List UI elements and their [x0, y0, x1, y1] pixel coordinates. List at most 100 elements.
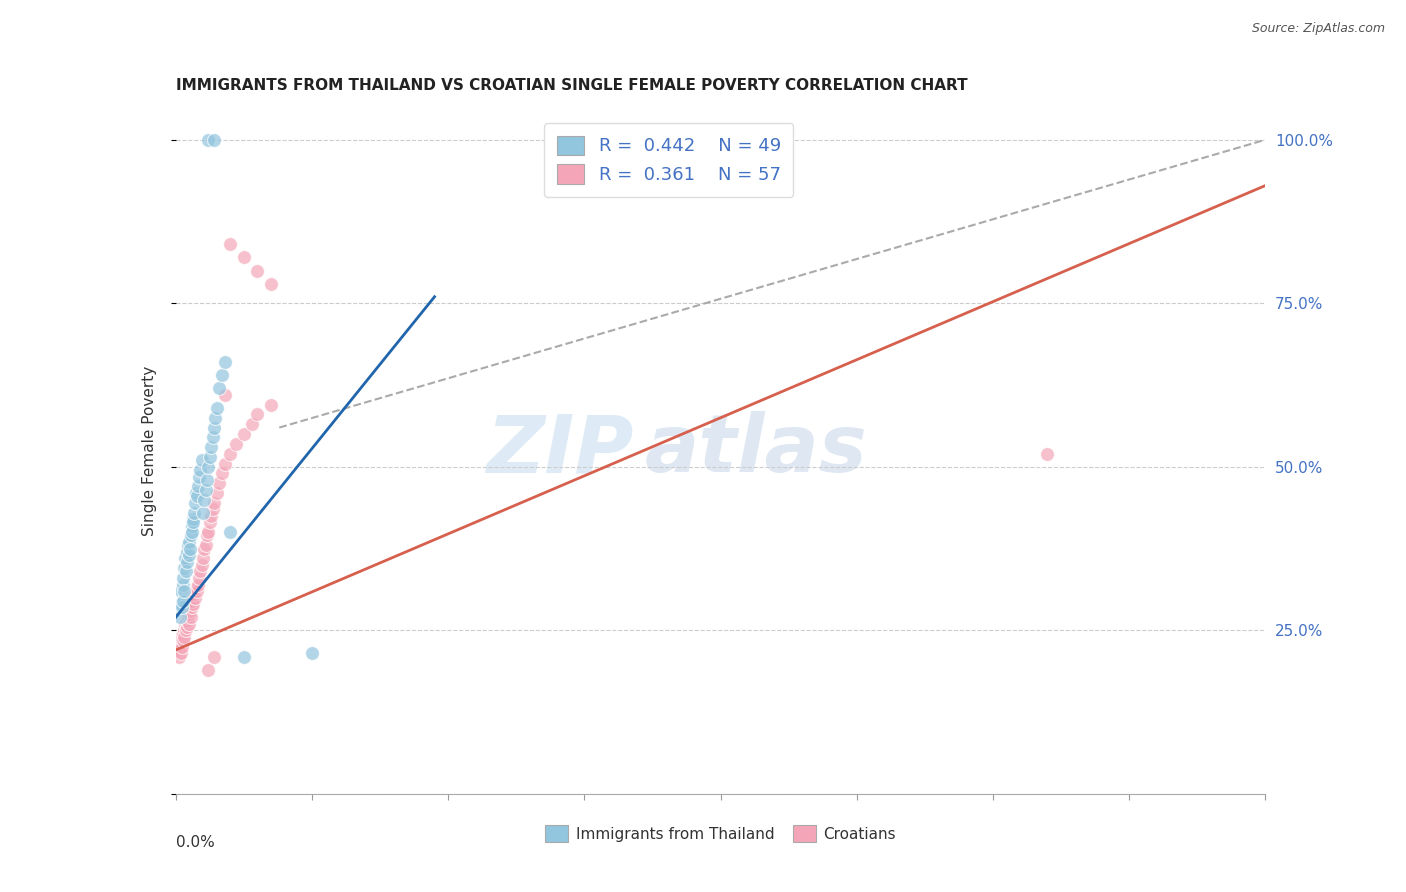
- Point: [177, 610, 200, 624]
- Point: [195, 528, 218, 542]
- Point: [176, 555, 198, 569]
- Point: [205, 486, 228, 500]
- Point: [186, 486, 208, 500]
- Point: [174, 565, 197, 579]
- Point: [184, 591, 207, 605]
- Point: [179, 541, 201, 556]
- Point: [176, 614, 198, 628]
- Point: [173, 624, 195, 638]
- Point: [180, 518, 202, 533]
- Point: [197, 663, 219, 677]
- Point: [193, 541, 215, 556]
- Point: [183, 587, 205, 601]
- Text: ZIP: ZIP: [486, 411, 633, 490]
- Point: [172, 577, 194, 591]
- Point: [1036, 447, 1059, 461]
- Point: [205, 401, 228, 415]
- Point: [260, 277, 283, 291]
- Point: [173, 561, 195, 575]
- Point: [186, 577, 209, 591]
- Point: [180, 600, 202, 615]
- Point: [181, 525, 204, 540]
- Point: [202, 496, 225, 510]
- Point: [194, 538, 217, 552]
- Point: [188, 463, 211, 477]
- Point: [169, 646, 191, 660]
- Point: [208, 476, 231, 491]
- Point: [246, 263, 269, 277]
- Point: [181, 512, 204, 526]
- Point: [177, 548, 200, 562]
- Point: [170, 584, 193, 599]
- Point: [179, 607, 201, 621]
- Point: [197, 133, 219, 147]
- Point: [186, 584, 208, 599]
- Point: [197, 525, 219, 540]
- Point: [198, 450, 221, 464]
- Point: [214, 457, 236, 471]
- Point: [187, 571, 209, 585]
- Legend: Immigrants from Thailand, Croatians: Immigrants from Thailand, Croatians: [538, 819, 903, 848]
- Point: [232, 649, 254, 664]
- Point: [214, 388, 236, 402]
- Point: [202, 649, 225, 664]
- Point: [180, 610, 202, 624]
- Point: [232, 427, 254, 442]
- Point: [174, 616, 197, 631]
- Text: IMMIGRANTS FROM THAILAND VS CROATIAN SINGLE FEMALE POVERTY CORRELATION CHART: IMMIGRANTS FROM THAILAND VS CROATIAN SIN…: [176, 78, 967, 94]
- Point: [183, 506, 205, 520]
- Point: [172, 626, 194, 640]
- Point: [172, 633, 194, 648]
- Point: [181, 594, 204, 608]
- Point: [173, 630, 195, 644]
- Point: [183, 597, 205, 611]
- Point: [200, 440, 222, 454]
- Point: [190, 453, 212, 467]
- Point: [197, 459, 219, 474]
- Point: [225, 437, 247, 451]
- Point: [167, 643, 190, 657]
- Point: [179, 604, 201, 618]
- Point: [246, 408, 269, 422]
- Text: Source: ZipAtlas.com: Source: ZipAtlas.com: [1251, 22, 1385, 36]
- Point: [240, 417, 263, 432]
- Point: [184, 496, 207, 510]
- Point: [188, 565, 211, 579]
- Point: [219, 525, 242, 540]
- Point: [176, 545, 198, 559]
- Text: 0.0%: 0.0%: [176, 835, 215, 850]
- Point: [201, 430, 224, 444]
- Point: [186, 489, 208, 503]
- Point: [211, 368, 233, 383]
- Point: [211, 467, 233, 481]
- Point: [202, 420, 225, 434]
- Text: atlas: atlas: [644, 411, 868, 490]
- Point: [172, 594, 194, 608]
- Point: [260, 398, 283, 412]
- Point: [174, 624, 197, 638]
- Point: [204, 410, 226, 425]
- Point: [176, 620, 198, 634]
- Point: [172, 571, 194, 585]
- Point: [173, 584, 195, 599]
- Point: [194, 483, 217, 497]
- Point: [198, 516, 221, 530]
- Point: [186, 581, 208, 595]
- Point: [190, 558, 212, 572]
- Point: [219, 447, 242, 461]
- Point: [169, 597, 191, 611]
- Point: [177, 616, 200, 631]
- Point: [208, 381, 231, 395]
- Point: [201, 502, 224, 516]
- Point: [179, 535, 201, 549]
- Point: [214, 355, 236, 369]
- Point: [193, 492, 215, 507]
- Point: [191, 506, 214, 520]
- Point: [170, 640, 193, 654]
- Point: [187, 469, 209, 483]
- Point: [202, 133, 225, 147]
- Point: [219, 237, 242, 252]
- Point: [195, 473, 218, 487]
- Point: [169, 610, 191, 624]
- Point: [191, 551, 214, 566]
